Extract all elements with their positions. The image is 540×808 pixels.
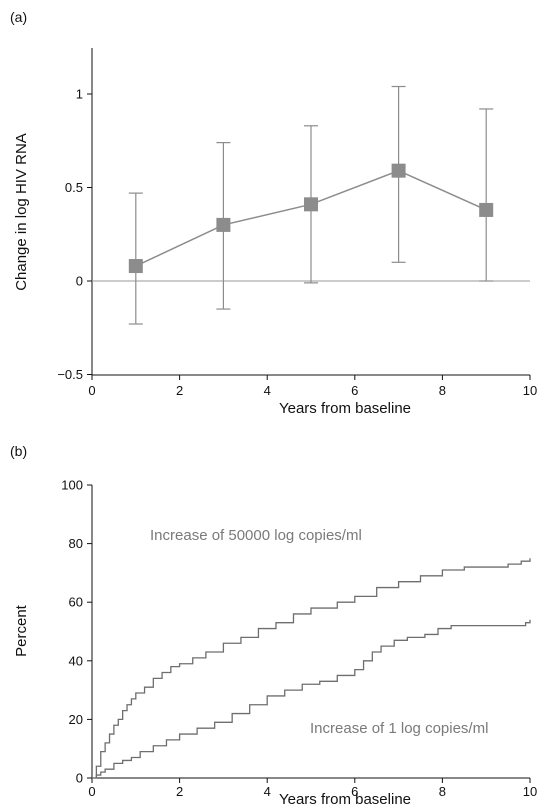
panel-b-x-tick-label: 4 [264,784,271,799]
panel-a-x-axis-title: Years from baseline [279,400,411,417]
panel-a-y-tick-label: 1 [76,87,83,102]
panel-a-x-tick-label: 2 [176,383,183,398]
panel-a-y-tick-label: 0.5 [65,180,83,195]
panel-a: (a) 0 2 4 6 8 10 −0.5 0 0.5 1 Years from baseline… [10,9,537,417]
panel-a-x-tick-label: 6 [351,383,358,398]
panel-b-x-tick-label: 6 [351,784,358,799]
panel-a-y-tick-label: 0 [76,274,83,289]
panel-b-y-tick-label: 20 [69,712,83,727]
panel-a-label: (a) [10,9,27,25]
panel-a-marker [128,259,143,274]
curve-label-50000: Increase of 50000 log copies/ml [150,527,362,544]
panel-b-y-tick-label: 60 [69,595,83,610]
panel-a-marker [216,217,231,232]
panel-b-x-tick-label: 0 [88,784,95,799]
panel-a-x-tick-label: 4 [264,383,271,398]
panel-b-y-tick-label: 80 [69,536,83,551]
panel-a-y-tick-label: −0.5 [57,367,83,382]
panel-b-y-tick-label: 100 [61,478,83,493]
panel-b-x-tick-label: 2 [176,784,183,799]
panel-a-marker [304,197,318,212]
panel-b-curve-1 [92,619,531,779]
panel-b-label: (b) [10,443,27,459]
panel-a-marker [479,202,494,217]
panel-a-x-tick-label: 10 [523,383,537,398]
panel-a-markers [128,163,494,274]
panel-a-y-axis-title: Change in log HIV RNA [13,133,30,291]
panel-b-y-tick-label: 0 [76,771,83,786]
curve-label-1-log: Increase of 1 log copies/ml [310,720,488,737]
panel-a-marker [391,163,406,178]
panel-b-y-axis-title: Percent [13,604,30,657]
panel-a-ticks: 0 2 4 6 8 10 −0.5 0 0.5 1 [57,87,537,399]
panel-b-curves [92,558,531,779]
panel-a-x-tick-label: 8 [439,383,446,398]
panel-b-x-tick-label: 8 [439,784,446,799]
panel-a-x-tick-label: 0 [88,383,95,398]
panel-b-y-tick-label: 40 [69,653,83,668]
panel-b-x-axis-title: Years from baseline [279,791,411,808]
panel-b-curve-0 [92,558,531,779]
panel-b-x-tick-label: 10 [523,784,537,799]
